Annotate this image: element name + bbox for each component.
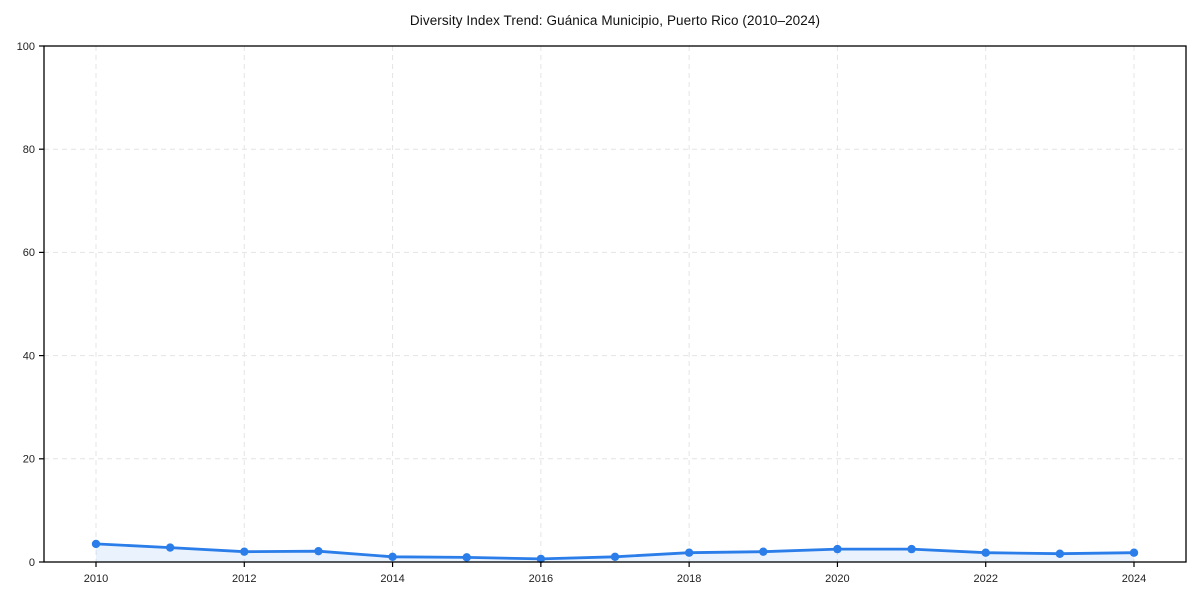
- data-point: [981, 548, 990, 557]
- x-tick-label: 2014: [380, 573, 404, 585]
- data-point: [610, 552, 620, 562]
- y-tick-label: 60: [23, 247, 35, 259]
- data-point: [759, 547, 768, 556]
- y-tick-label: 0: [29, 557, 35, 569]
- data-point: [684, 548, 694, 557]
- x-tick-label: 2022: [973, 573, 997, 585]
- x-tick-label: 2012: [232, 573, 256, 585]
- data-point: [907, 544, 916, 554]
- data-point: [240, 547, 249, 556]
- area-fill: [96, 543, 1134, 562]
- data-point: [314, 546, 323, 556]
- data-point: [165, 543, 175, 552]
- data-point: [462, 553, 471, 562]
- x-tick-label: 2020: [825, 573, 849, 585]
- x-tick-label: 2024: [1122, 573, 1146, 585]
- data-point: [388, 552, 397, 562]
- plot-border: [43, 45, 1187, 563]
- x-tick-label: 2016: [529, 573, 553, 585]
- data-point: [1129, 548, 1139, 557]
- y-tick-label: 40: [23, 350, 35, 362]
- y-tick-label: 80: [23, 144, 35, 156]
- x-tick-label: 2018: [677, 573, 701, 585]
- data-point: [1055, 549, 1065, 558]
- data-point: [833, 544, 842, 554]
- data-point: [536, 554, 546, 564]
- y-tick-label: 20: [23, 454, 35, 466]
- y-tick-label: 100: [17, 41, 35, 53]
- data-point: [91, 539, 101, 549]
- chart-title: Diversity Index Trend: Guánica Municipio…: [409, 13, 821, 28]
- x-tick-label: 2010: [84, 573, 108, 585]
